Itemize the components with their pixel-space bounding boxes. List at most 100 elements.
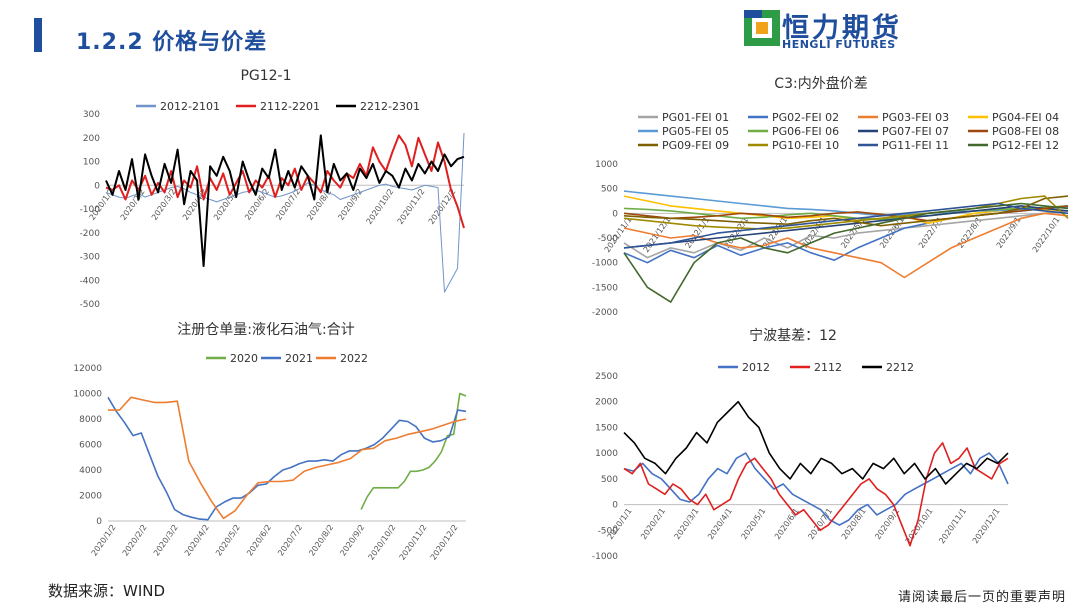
y-tick-label: -300: [80, 253, 101, 263]
y-tick-label: 6000: [79, 441, 102, 451]
chart-pg12-1: PG12-1 300 200 100 0 -100 -200 -300 -400 -500 2020…: [56, 64, 476, 314]
x-tick-label: 2020/3/2: [152, 523, 180, 558]
legend-label: 2112-2201: [260, 100, 320, 113]
series-line-12: [623, 202, 1069, 303]
x-tick-label: 2020/1/2: [90, 523, 118, 558]
y-tick-label: 500: [601, 475, 618, 485]
x-tick-label: 2022/10/1: [1031, 215, 1062, 254]
x-tick-label: 2020/6/2: [245, 523, 273, 558]
legend-label: PG07-FEI 07: [882, 125, 949, 138]
y-tick-label: -500: [598, 234, 619, 244]
y-tick-label: 100: [83, 158, 100, 168]
legend-label: PG02-FEI 02: [772, 111, 839, 124]
y-tick-label: 0: [96, 517, 102, 527]
y-tick-label: 12000: [73, 364, 102, 374]
x-tick-label: 2020/11/1: [937, 507, 968, 546]
y-tick-label: 2000: [79, 492, 102, 502]
chart-title: C3:内外盘价差: [774, 75, 867, 92]
y-tick-label: 200: [83, 134, 100, 144]
y-tick-label: 0: [94, 181, 100, 191]
y-tick-label: -200: [80, 229, 101, 239]
x-tick-label: 2020/4/2: [183, 523, 211, 558]
y-tick-label: 500: [601, 185, 618, 195]
logo-name: 恒力期货: [782, 13, 902, 44]
x-tick-label: 2020/12/1: [971, 507, 1002, 546]
x-tick-label: 2020/8/1: [840, 507, 868, 542]
chart-warehouse-receipts-svg: 注册仓单量:液化石油气:合计 12000 10000 8000 6000 4000 2000…: [73, 322, 467, 562]
data-source-note: 数据来源：WIND: [48, 582, 166, 600]
series-line-3: [623, 400, 1009, 485]
disclaimer-note: 请阅读最后一页的重要声明: [897, 590, 1066, 605]
chart-c3-spread: C3:内外盘价差 1000 500 0 -500 -1000 -1500 -2000 2021/…: [568, 72, 1074, 328]
series-line-4: [623, 195, 1069, 224]
section-title: 1.2.2 价格与价差: [76, 30, 268, 55]
chart-ningbo-basis: 宁波基差：12 2500 2000 1500 1000 500 0 -500 -1000 2020…: [568, 324, 1018, 574]
y-tick-label: -500: [598, 526, 619, 536]
x-tick-label: 2020/8/2: [307, 523, 335, 558]
y-tick-label: 1000: [595, 449, 618, 459]
chart-title: 宁波基差：12: [749, 327, 837, 344]
series-line-7: [623, 205, 1069, 249]
legend-label: 2022: [340, 352, 368, 365]
x-tick-label: 2020/10/2: [367, 523, 398, 562]
y-tick-label: -500: [80, 300, 101, 310]
legend-label: PG08-FEI 08: [992, 125, 1059, 138]
y-tick-label: 1000: [595, 160, 618, 170]
series-line-11: [623, 202, 1069, 249]
x-tick-label: 2020/9/2: [338, 523, 366, 558]
series-line-6: [623, 205, 1069, 221]
x-tick-label: 2020/7/2: [274, 187, 302, 222]
y-tick-label: 4000: [79, 466, 102, 476]
legend-label: 2112: [814, 361, 842, 374]
chart-c3-spread-svg: C3:内外盘价差10005000-500-1000-1500-20002021/…: [592, 75, 1069, 318]
y-tick-label: -100: [80, 205, 101, 215]
legend-label: 2212: [886, 361, 914, 374]
y-tick-label: 2500: [595, 372, 618, 382]
y-tick-label: -1500: [592, 283, 618, 293]
chart-warehouse-receipts: 注册仓单量:液化石油气:合计 12000 10000 8000 6000 4000 2000…: [56, 318, 476, 580]
x-tick-label: 2022/9/1: [995, 215, 1023, 250]
x-tick-label: 2020/5/2: [214, 523, 242, 558]
legend-label: 2012: [742, 361, 770, 374]
company-logo: 恒力期货 HENGLI FUTURES: [744, 10, 914, 51]
x-tick-label: 2020/11/2: [396, 187, 427, 226]
series-line-2: [107, 396, 467, 521]
legend-label: 2021: [285, 352, 313, 365]
y-tick-label: 10000: [73, 390, 102, 400]
title-accent-bar: [34, 18, 42, 52]
logo-mark-icon: [744, 10, 780, 46]
y-tick-label: -1000: [592, 552, 618, 562]
chart-title: PG12-1: [240, 68, 291, 84]
series-line-2: [623, 442, 1009, 547]
x-tick-label: 2020/12/2: [429, 523, 460, 562]
legend-label: PG05-FEI 05: [662, 125, 729, 138]
y-tick-label: 0: [612, 501, 618, 511]
series-line-1: [360, 392, 467, 510]
y-tick-label: 2000: [595, 398, 618, 408]
series-line-1: [623, 210, 1069, 259]
legend-label: PG06-FEI 06: [772, 125, 839, 138]
legend-label: 2020: [230, 352, 258, 365]
legend-label: PG11-FEI 11: [882, 139, 949, 152]
x-tick-label: 2020/6/1: [773, 507, 801, 542]
y-tick-label: 300: [83, 110, 100, 120]
legend-label: PG10-FEI 10: [772, 139, 839, 152]
x-tick-label: 2020/8/2: [305, 187, 333, 222]
legend-label: PG01-FEI 01: [662, 111, 729, 124]
y-tick-label: 1500: [595, 423, 618, 433]
legend-label: PG12-FEI 12: [992, 139, 1059, 152]
x-tick-label: 2020/4/1: [706, 507, 734, 542]
x-tick-label: 2020/5/1: [739, 507, 767, 542]
logo-subtitle: HENGLI FUTURES: [782, 38, 896, 51]
chart-title: 注册仓单量:液化石油气:合计: [177, 322, 354, 338]
legend-label: PG03-FEI 03: [882, 111, 949, 124]
y-tick-label: -400: [80, 276, 101, 286]
x-tick-label: 2020/2/2: [121, 523, 149, 558]
x-tick-label: 2020/2/1: [639, 507, 667, 542]
y-tick-label: 0: [612, 209, 618, 219]
x-tick-label: 2020/1/1: [606, 507, 634, 542]
series-line-3: [108, 396, 467, 520]
legend-label: PG04-FEI 04: [992, 111, 1059, 124]
series-line-1: [623, 452, 1009, 526]
x-tick-label: 2020/11/2: [398, 523, 429, 562]
